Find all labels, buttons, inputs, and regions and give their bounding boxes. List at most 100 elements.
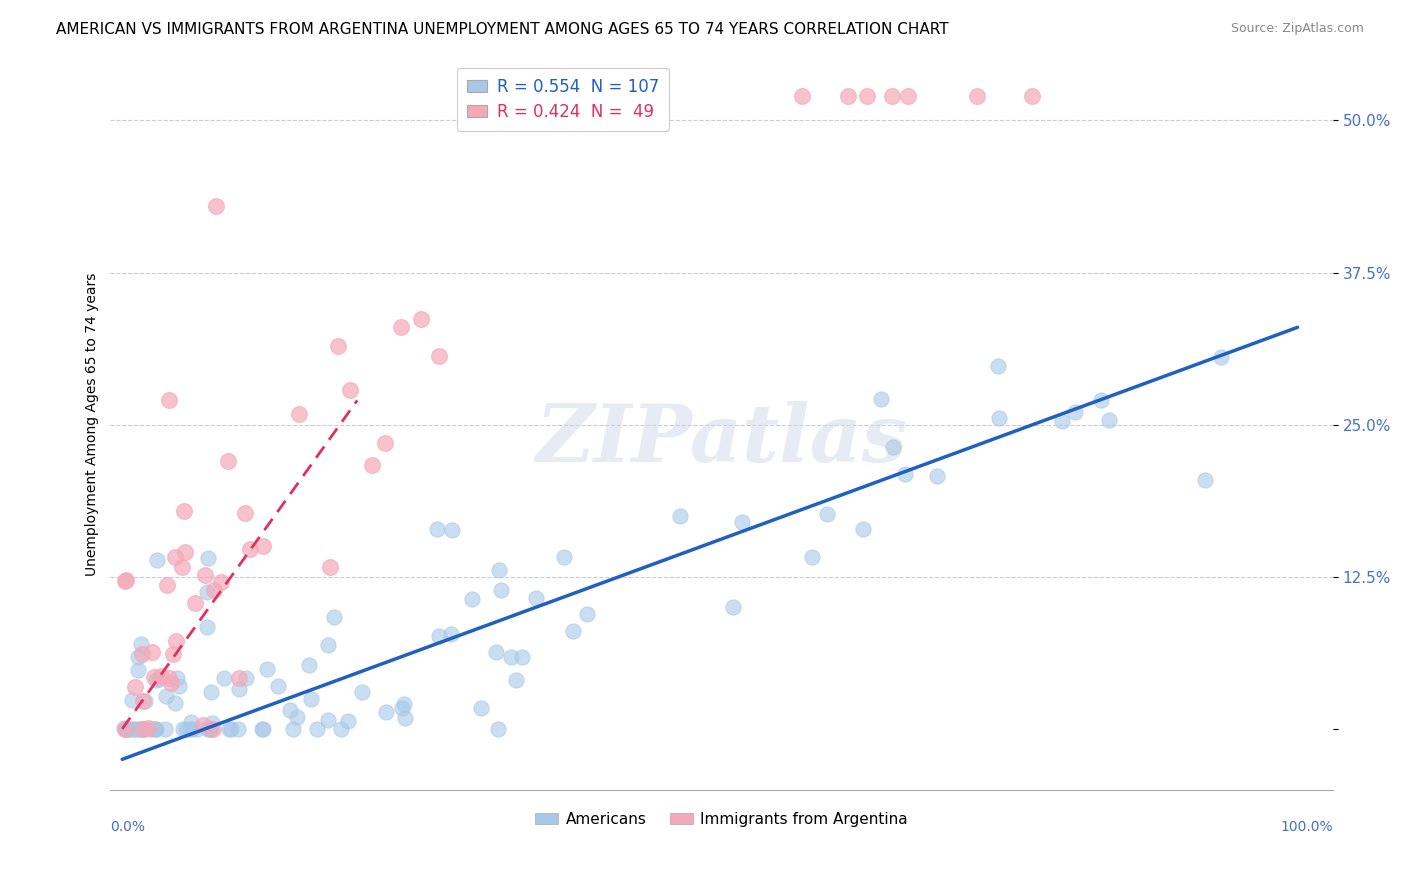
Point	[323, 609, 346, 624]
Point	[194, 568, 217, 582]
Text: ZIPatlas: ZIPatlas	[536, 401, 908, 478]
Point	[880, 89, 903, 103]
Point	[169, 679, 191, 693]
Point	[278, 703, 301, 717]
Point	[166, 672, 188, 686]
Point	[131, 722, 153, 736]
Point	[214, 671, 236, 685]
Point	[176, 722, 198, 736]
Point	[131, 722, 153, 736]
Point	[163, 549, 186, 564]
Point	[350, 684, 373, 698]
Point	[134, 694, 156, 708]
Point	[285, 709, 308, 723]
Point	[837, 89, 859, 103]
Point	[966, 89, 988, 103]
Point	[426, 522, 449, 536]
Point	[374, 435, 396, 450]
Point	[136, 721, 159, 735]
Point	[165, 696, 187, 710]
Point	[121, 693, 143, 707]
Point	[114, 573, 136, 587]
Point	[127, 649, 149, 664]
Point	[731, 515, 754, 529]
Point	[228, 671, 250, 685]
Point	[461, 592, 484, 607]
Point	[486, 722, 509, 736]
Point	[202, 722, 225, 736]
Point	[114, 722, 136, 736]
Point	[815, 507, 838, 521]
Point	[1194, 473, 1216, 487]
Point	[180, 715, 202, 730]
Point	[1021, 89, 1043, 103]
Point	[129, 637, 152, 651]
Point	[562, 624, 585, 638]
Point	[165, 633, 187, 648]
Point	[925, 469, 948, 483]
Point	[141, 645, 163, 659]
Point	[1050, 413, 1073, 427]
Point	[505, 673, 527, 688]
Point	[174, 544, 197, 558]
Point	[485, 645, 508, 659]
Point	[157, 671, 180, 685]
Point	[200, 722, 222, 736]
Point	[319, 560, 342, 574]
Point	[281, 722, 304, 736]
Text: Source: ZipAtlas.com: Source: ZipAtlas.com	[1230, 22, 1364, 36]
Point	[132, 722, 155, 736]
Point	[143, 722, 166, 736]
Point	[226, 722, 249, 736]
Point	[148, 672, 170, 686]
Point	[143, 722, 166, 736]
Point	[987, 359, 1010, 373]
Point	[870, 392, 893, 406]
Point	[184, 596, 207, 610]
Legend: Americans, Immigrants from Argentina: Americans, Immigrants from Argentina	[529, 806, 914, 833]
Point	[186, 722, 208, 736]
Point	[143, 671, 166, 685]
Point	[510, 650, 533, 665]
Point	[197, 551, 219, 566]
Point	[1211, 350, 1233, 364]
Point	[179, 722, 201, 736]
Point	[389, 319, 412, 334]
Point	[205, 199, 228, 213]
Point	[129, 722, 152, 736]
Point	[374, 705, 396, 719]
Point	[115, 722, 138, 736]
Point	[723, 599, 745, 614]
Point	[150, 669, 173, 683]
Point	[439, 627, 461, 641]
Point	[287, 408, 309, 422]
Point	[239, 542, 262, 557]
Point	[197, 722, 219, 736]
Point	[114, 722, 136, 736]
Point	[1064, 405, 1087, 419]
Point	[790, 89, 813, 103]
Point	[155, 578, 177, 592]
Point	[336, 714, 359, 729]
Point	[197, 722, 219, 736]
Point	[157, 393, 180, 408]
Point	[252, 540, 274, 554]
Point	[200, 685, 222, 699]
Y-axis label: Unemployment Among Ages 65 to 74 years: Unemployment Among Ages 65 to 74 years	[86, 273, 100, 576]
Point	[159, 676, 181, 690]
Point	[120, 722, 142, 736]
Point	[155, 689, 177, 703]
Point	[801, 550, 824, 565]
Point	[988, 410, 1011, 425]
Point	[153, 722, 176, 736]
Point	[202, 583, 225, 598]
Point	[145, 722, 167, 736]
Point	[124, 680, 146, 694]
Point	[316, 714, 339, 728]
Point	[361, 458, 384, 472]
Point	[217, 454, 239, 468]
Point	[198, 722, 221, 736]
Point	[894, 467, 917, 481]
Point	[575, 607, 598, 621]
Point	[411, 311, 433, 326]
